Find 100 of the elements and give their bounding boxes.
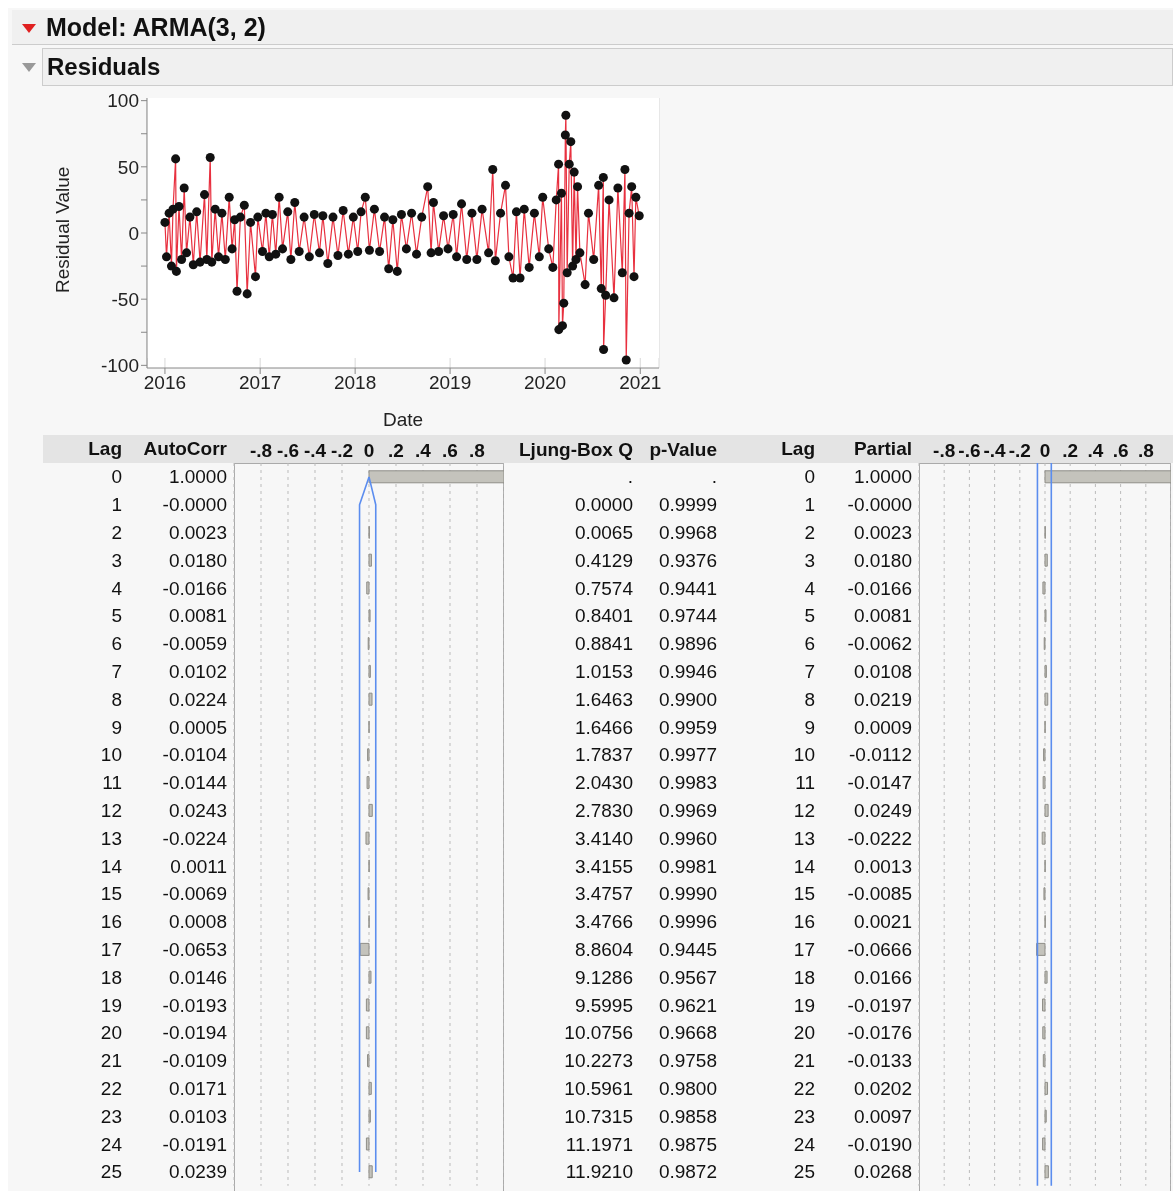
y-tick-label: 0	[804, 466, 815, 488]
data-label: 0.0146	[168, 966, 227, 988]
chart-title: AutoCorr	[143, 437, 227, 461]
data-label: -0.0000	[847, 494, 912, 516]
text: 0.9999	[658, 494, 717, 516]
x-tick-label: .6	[1112, 440, 1129, 461]
x-tick-label: .2	[1062, 440, 1079, 461]
y-tick-label: 3	[804, 549, 815, 571]
x-tick-label: -.2	[330, 440, 354, 461]
y-tick-label: 5	[111, 605, 122, 627]
y-tick-label: 7	[111, 661, 122, 682]
y-axis-title: Lag	[781, 437, 815, 461]
data-label: -0.0197	[847, 994, 912, 1016]
bar	[365, 831, 370, 845]
text: 1.6466	[574, 716, 633, 738]
bar	[1041, 831, 1046, 845]
data-label: 0.0013	[853, 855, 912, 877]
x-tick-label: 0	[1039, 440, 1051, 461]
y-axis-title: Lag	[88, 437, 122, 461]
data-label: -0.0059	[162, 633, 227, 655]
data-label: 0.0005	[168, 716, 227, 738]
y-tick-label: 21	[100, 1050, 122, 1072]
data-label: 1.0000	[168, 466, 227, 488]
data-label: 0.0268	[853, 1161, 912, 1183]
data-label: 0.0102	[168, 661, 227, 682]
data-label: 0.0249	[853, 800, 912, 821]
bar	[368, 692, 373, 706]
data-label: -0.0224	[162, 827, 227, 849]
text: 1.6463	[574, 688, 633, 710]
data-label: -0.0000	[162, 494, 227, 516]
y-tick-label: 5	[804, 605, 815, 627]
text: 0.9744	[658, 605, 718, 627]
text: 0.9567	[658, 966, 717, 988]
y-tick-label: 11	[102, 772, 122, 794]
data-label: -0.0653	[162, 939, 227, 960]
y-tick-label: 18	[100, 966, 122, 988]
data-label: 0.0023	[168, 522, 227, 543]
y-tick-label: 1	[804, 494, 815, 516]
data-label: -0.0194	[162, 1022, 227, 1044]
y-tick-label: 12	[100, 800, 122, 821]
data-label: -0.0166	[162, 577, 227, 599]
text: 3.4140	[574, 827, 633, 849]
text: 0.9668	[658, 1022, 717, 1044]
data-label: -0.0069	[162, 883, 227, 905]
x-tick-label: 2021	[619, 372, 662, 394]
text: 10.0756	[564, 1022, 633, 1044]
x-tick-label: 2017	[239, 372, 282, 394]
text: 0.9968	[658, 522, 717, 543]
text: 0.7574	[574, 577, 634, 599]
text: 2.7830	[574, 800, 633, 821]
text: 0.9376	[658, 549, 717, 571]
data-label: -0.0147	[847, 772, 912, 794]
x-tick-label: -.8	[249, 440, 273, 461]
data-label: 0.0166	[853, 966, 912, 988]
y-tick-label: 0	[111, 466, 122, 488]
y-tick-label: 16	[793, 911, 815, 933]
text: 0.0065	[574, 522, 633, 543]
y-tick-label: 25	[100, 1161, 122, 1183]
y-tick-label: 4	[111, 577, 122, 599]
y-tick-label: 20	[793, 1022, 815, 1044]
y-tick-label: 8	[111, 688, 122, 710]
text: 9.5995	[574, 994, 633, 1016]
y-tick-label: 25	[793, 1161, 815, 1183]
data-label: 0.0108	[853, 661, 912, 682]
text: 0.9959	[658, 716, 717, 738]
text: 9.1286	[574, 966, 633, 988]
data-label: -0.0144	[162, 772, 227, 794]
text: 1.7837	[574, 744, 633, 766]
data-label: 0.0021	[853, 911, 912, 933]
text: 0.0000	[574, 494, 633, 516]
data-label: 0.0023	[853, 522, 912, 543]
x-tick-label: 2016	[143, 372, 187, 394]
text: 0.9900	[658, 688, 717, 710]
y-tick-label: 50	[117, 156, 139, 178]
text: 0.9445	[658, 939, 717, 960]
y-tick-label: 10	[793, 744, 815, 766]
text: 3.4766	[574, 911, 633, 933]
text: 0.4129	[574, 549, 633, 571]
text: 0.9977	[658, 744, 717, 766]
y-tick-label: 9	[111, 716, 122, 738]
data-label: -0.0190	[847, 1133, 912, 1155]
x-tick-label: 2018	[333, 372, 377, 394]
x-tick-label: -.4	[303, 440, 327, 461]
text: 0.9872	[658, 1161, 717, 1183]
text: 0.9946	[658, 661, 717, 682]
data-label: 0.0239	[168, 1161, 227, 1183]
y-axis-title: Residual Value	[51, 166, 73, 293]
data-label: 0.0011	[170, 855, 227, 877]
text: 3.4155	[574, 855, 633, 877]
y-tick-label: 24	[100, 1133, 122, 1155]
text: .	[711, 466, 717, 488]
data-label: 0.0081	[853, 605, 912, 627]
y-tick-label: 8	[804, 688, 815, 710]
data-label: -0.0133	[847, 1050, 912, 1072]
y-tick-label: 11	[795, 772, 815, 794]
data-label: -0.0104	[162, 744, 227, 766]
y-tick-label: 17	[100, 939, 122, 960]
x-tick-label: -.2	[1008, 440, 1031, 461]
text: .	[627, 466, 633, 488]
data-label: -0.0222	[847, 827, 912, 849]
